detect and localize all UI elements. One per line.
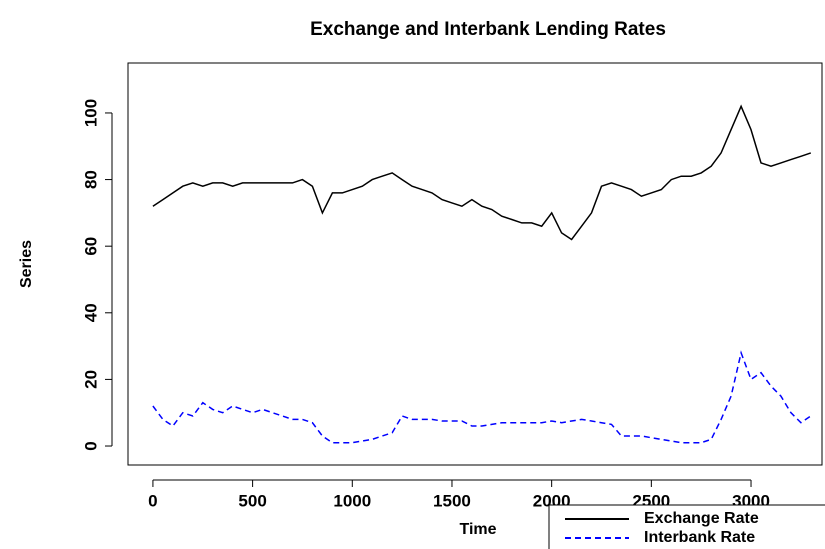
legend-label: Exchange Rate [644,510,759,527]
x-tick-label: 500 [238,491,266,510]
y-tick-label: 0 [81,441,100,450]
y-tick-label: 100 [81,99,100,127]
series-line [152,350,812,444]
x-axis-label: Time [459,521,496,538]
legend-label: Interbank Rate [644,529,755,546]
x-tick-label: 0 [148,491,157,510]
legend-box [548,504,825,549]
x-tick-label: 1000 [333,491,371,510]
series-line [152,104,812,241]
x-tick-label: 1500 [433,491,471,510]
y-tick-label: 40 [81,303,100,322]
y-axis-label: Series [18,240,35,288]
y-tick-label: 20 [81,370,100,389]
y-tick-label: 60 [81,237,100,256]
plot-frame [127,62,823,466]
y-tick-label: 80 [81,170,100,189]
chart-title: Exchange and Interbank Lending Rates [310,19,666,40]
